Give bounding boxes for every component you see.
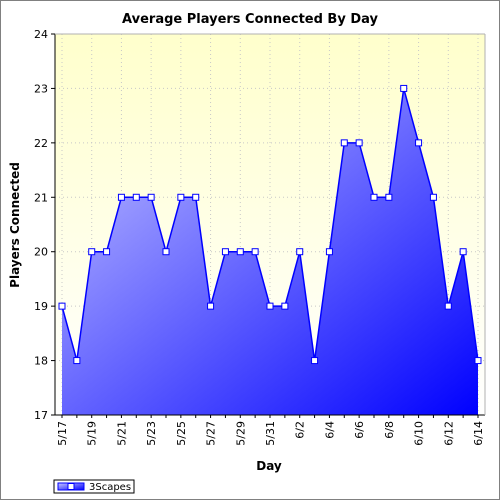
y-tick-label: 17 [34, 409, 48, 422]
data-point [177, 193, 185, 201]
data-point [73, 357, 81, 365]
data-point [325, 248, 333, 256]
series-markers [58, 84, 482, 365]
data-point [400, 84, 408, 92]
x-tick-label: 5/31 [264, 421, 277, 446]
y-tick-label: 20 [34, 246, 48, 259]
x-tick-label: 6/6 [353, 421, 366, 439]
data-point [385, 193, 393, 201]
y-tick-label: 19 [34, 300, 48, 313]
x-axis-title: Day [256, 459, 282, 473]
series-area-fill [62, 88, 478, 415]
data-point [88, 248, 96, 256]
x-tick-label: 5/19 [86, 421, 99, 446]
legend-marker [67, 483, 75, 490]
legend: 3Scapes [53, 479, 135, 494]
y-axis-title: Players Connected [8, 162, 22, 288]
data-point [281, 302, 289, 310]
x-tick-label: 5/17 [56, 421, 69, 446]
y-tick-label: 24 [34, 28, 48, 41]
data-point [251, 248, 259, 256]
x-tick-label: 5/23 [145, 421, 158, 446]
data-point [207, 302, 215, 310]
data-point [236, 248, 244, 256]
data-point [117, 193, 125, 201]
x-tick-label: 5/27 [205, 421, 218, 446]
x-tick-label: 5/21 [115, 421, 128, 446]
data-point [103, 248, 111, 256]
x-tick-label: 5/25 [175, 421, 188, 446]
legend-label: 3Scapes [89, 482, 131, 493]
x-tick-label: 6/12 [442, 421, 455, 446]
data-point [370, 193, 378, 201]
x-tick-label: 5/29 [234, 421, 247, 446]
data-point [147, 193, 155, 201]
axes [51, 33, 486, 418]
x-tick-labels: 5/17 5/19 5/21 5/23 5/25 5/27 5/29 5/31 6/2 6/4 6/… [56, 421, 485, 446]
x-tick-label: 6/2 [294, 421, 307, 439]
x-tick-label: 6/14 [472, 421, 485, 446]
y-tick-label: 23 [34, 82, 48, 95]
y-tick-label: 21 [34, 191, 48, 204]
data-point [296, 248, 304, 256]
x-tick-label: 6/4 [323, 421, 336, 439]
y-tick-label: 18 [34, 355, 48, 368]
data-point [474, 357, 482, 365]
data-point [311, 357, 319, 365]
data-point [429, 193, 437, 201]
data-point [58, 302, 66, 310]
y-tick-labels: 17 18 19 20 21 22 23 24 [34, 28, 48, 422]
data-point [355, 139, 363, 147]
data-point [444, 302, 452, 310]
x-tick-label: 6/10 [413, 421, 426, 446]
data-point [221, 248, 229, 256]
chart-title: Average Players Connected By Day [122, 12, 378, 27]
data-point [266, 302, 274, 310]
data-point [162, 248, 170, 256]
data-point [132, 193, 140, 201]
x-tick-label: 6/8 [383, 421, 396, 439]
y-tick-label: 22 [34, 137, 48, 150]
data-point [415, 139, 423, 147]
data-point [340, 139, 348, 147]
data-point [459, 248, 467, 256]
data-point [192, 193, 200, 201]
